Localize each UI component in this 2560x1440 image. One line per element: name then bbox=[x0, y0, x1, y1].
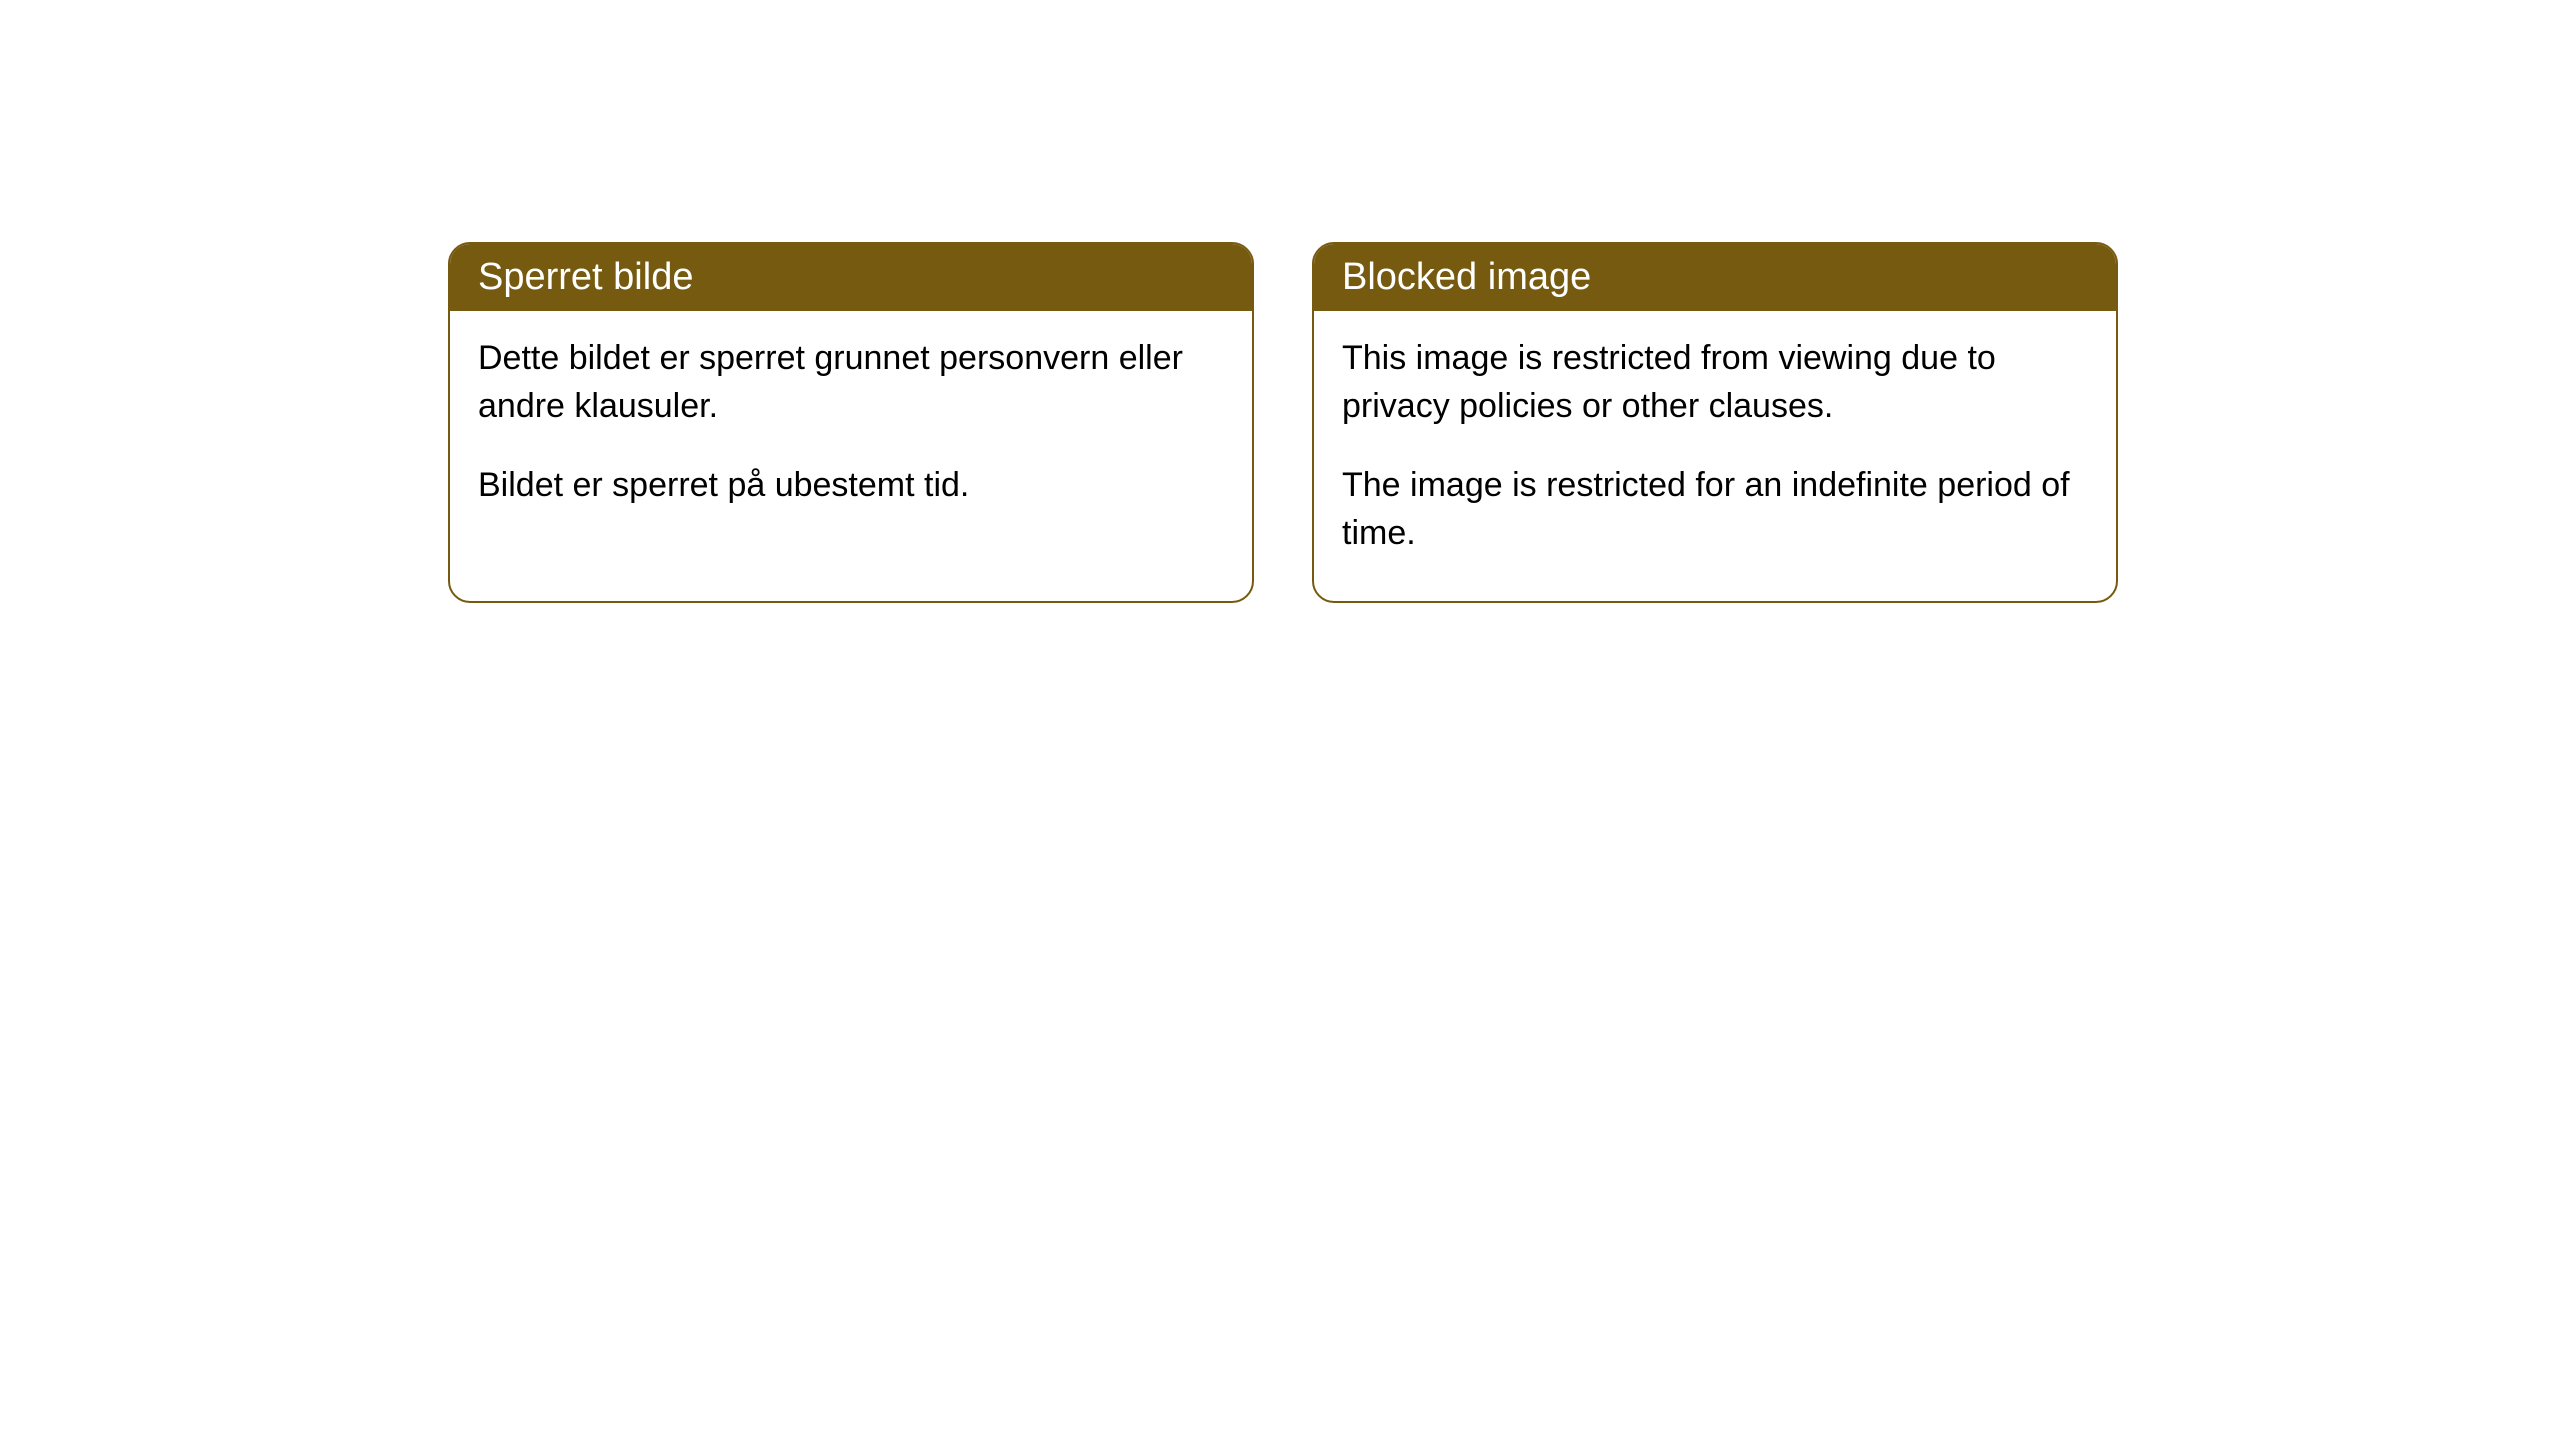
cards-container: Sperret bilde Dette bildet er sperret gr… bbox=[0, 0, 2560, 603]
card-body-english: This image is restricted from viewing du… bbox=[1314, 311, 2116, 601]
card-text-2-norwegian: Bildet er sperret på ubestemt tid. bbox=[478, 462, 1224, 510]
card-body-norwegian: Dette bildet er sperret grunnet personve… bbox=[450, 311, 1252, 554]
card-header-norwegian: Sperret bilde bbox=[450, 244, 1252, 311]
card-title-norwegian: Sperret bilde bbox=[478, 256, 693, 298]
card-text-1-english: This image is restricted from viewing du… bbox=[1342, 335, 2088, 430]
card-text-2-english: The image is restricted for an indefinit… bbox=[1342, 462, 2088, 557]
card-title-english: Blocked image bbox=[1342, 256, 1591, 298]
card-text-1-norwegian: Dette bildet er sperret grunnet personve… bbox=[478, 335, 1224, 430]
card-header-english: Blocked image bbox=[1314, 244, 2116, 311]
blocked-image-card-english: Blocked image This image is restricted f… bbox=[1312, 242, 2118, 603]
blocked-image-card-norwegian: Sperret bilde Dette bildet er sperret gr… bbox=[448, 242, 1254, 603]
